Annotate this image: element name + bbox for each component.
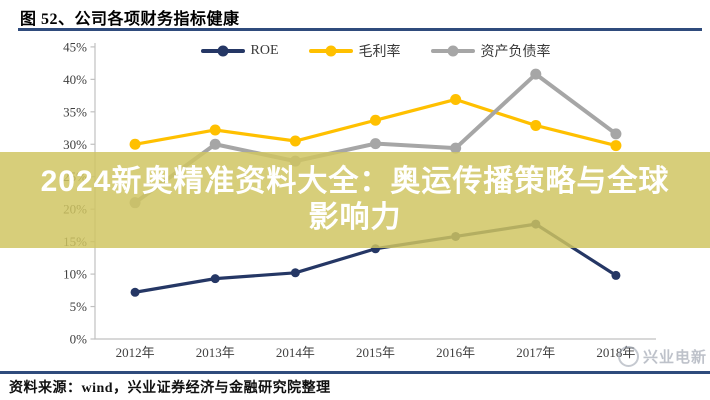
overlay-banner-text-line1: 2024新奥精准资料大全：奥运传播策略与全球	[40, 165, 670, 198]
series-point-2-4	[450, 142, 462, 154]
x-axis-tick-label: 2012年	[116, 345, 155, 360]
watermark-label: 兴业电新	[642, 349, 707, 366]
legend-marker	[308, 45, 353, 57]
y-axis-tick-label: 40%	[63, 72, 87, 87]
series-point-0-1	[210, 274, 220, 284]
y-axis-tick-label: 35%	[63, 104, 87, 119]
chart-legend: ROE 毛利率 资产负债率	[95, 41, 656, 61]
series-point-2-3	[370, 138, 381, 150]
legend-label: ROE	[250, 43, 279, 58]
x-axis-tick-label: 2017年	[516, 345, 555, 360]
x-axis-tick-label: 2015年	[356, 345, 395, 360]
y-axis-tick-label: 0%	[70, 332, 88, 347]
footer-divider	[0, 371, 710, 374]
watermark-logo-icon	[617, 346, 639, 367]
x-axis-tick-label: 2016年	[436, 345, 475, 360]
y-axis-tick-label: 5%	[70, 299, 88, 314]
watermark: 兴业电新	[617, 346, 707, 367]
series-point-0-6	[611, 270, 621, 280]
legend-marker	[430, 45, 475, 57]
series-point-1-3	[370, 114, 381, 126]
overlay-banner-text-line2: 影响力	[308, 201, 402, 234]
series-point-1-1	[209, 124, 221, 136]
legend-marker	[200, 45, 245, 57]
series-point-1-4	[450, 93, 462, 105]
series-point-1-6	[610, 140, 622, 152]
series-point-1-5	[530, 119, 542, 131]
series-point-1-0	[129, 138, 141, 150]
y-axis-tick-label: 10%	[63, 267, 87, 282]
legend-marker-dot	[217, 45, 228, 57]
data-source-note: 资料来源：wind，兴业证券经济与金融研究院整理	[9, 381, 331, 396]
series-point-1-2	[289, 135, 301, 147]
legend-item-0: ROE	[200, 43, 279, 59]
y-axis-tick-label: 45%	[63, 39, 87, 54]
y-axis-tick-label: 30%	[63, 137, 87, 152]
x-axis-tick-label: 2013年	[196, 345, 235, 360]
series-point-2-5	[530, 68, 542, 80]
figure-title: 图 52、公司各项财务指标健康	[20, 11, 240, 28]
legend-marker-dot	[447, 45, 458, 57]
series-point-0-2	[290, 268, 300, 278]
legend-item-1: 毛利率	[308, 41, 401, 61]
legend-label: 资产负债率	[480, 45, 551, 60]
overlay-banner: 2024新奥精准资料大全：奥运传播策略与全球 影响力	[0, 152, 710, 248]
series-point-2-1	[209, 138, 221, 150]
legend-label: 毛利率	[358, 45, 401, 60]
x-axis-tick-label: 2014年	[276, 345, 315, 360]
series-point-0-0	[130, 287, 140, 297]
series-point-2-6	[610, 128, 622, 140]
legend-marker-dot	[325, 45, 336, 57]
title-divider	[18, 28, 702, 31]
legend-item-2: 资产负债率	[430, 41, 551, 61]
